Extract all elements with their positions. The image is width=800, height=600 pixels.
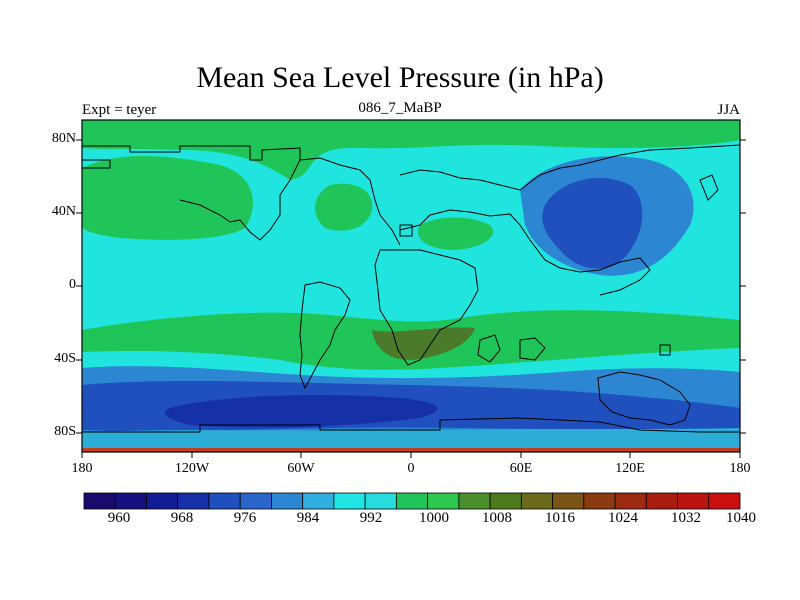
colorbar-swatch: [114, 492, 147, 510]
eurasia-north-coast: [399, 144, 740, 191]
lon-label-180e: 180: [729, 461, 751, 476]
colorbar-swatch: [364, 492, 397, 510]
colorbar-swatch: [427, 492, 460, 510]
colorbar-label-1032: 1032: [671, 510, 701, 526]
colorbar-swatch: [552, 492, 585, 510]
run-label: 086_7_MaBP: [358, 100, 442, 116]
colorbar-swatch: [708, 492, 741, 510]
lat-label-80n: 80N: [51, 131, 76, 146]
lon-label-60w: 60W: [287, 461, 315, 476]
region-southern-trough-core: [165, 395, 438, 428]
lat-label-40n: 40N: [51, 204, 76, 219]
colorbar-label-1016: 1016: [545, 510, 575, 526]
australia-coast: [597, 371, 691, 426]
region-north-pacific-high: [82, 155, 253, 240]
colorbar-label-960: 960: [107, 510, 131, 526]
colorbar-label-1040: 1040: [726, 510, 756, 526]
colorbar-label-984: 984: [296, 510, 320, 526]
colorbar-swatch: [177, 492, 210, 510]
black-sea-coast: [399, 224, 413, 237]
colorbar-swatch: [677, 492, 710, 510]
colorbar: [83, 492, 741, 510]
region-mediterranean-high: [418, 217, 494, 250]
colorbar-swatch: [333, 492, 366, 510]
colorbar-label-1008: 1008: [482, 510, 512, 526]
colorbar-label-976: 976: [233, 510, 257, 526]
coastlines: [82, 144, 740, 433]
experiment-label: Expt = teyer: [82, 102, 157, 118]
alaska-coast: [82, 159, 111, 169]
plot-title: Mean Sea Level Pressure (in hPa): [196, 61, 604, 94]
southern-africa-detail: [477, 334, 501, 363]
africa-coast: [374, 249, 479, 366]
polar-edge: [82, 448, 740, 452]
colorbar-swatch: [271, 492, 304, 510]
antarctica-coast: [82, 417, 740, 433]
colorbar-label-992: 992: [359, 510, 383, 526]
lon-label-180w: 180: [71, 461, 93, 476]
region-north-atlantic-high: [314, 183, 373, 231]
region-southern-africa-high: [372, 327, 475, 360]
colorbar-label-1024: 1024: [608, 510, 638, 526]
season-label: JJA: [717, 102, 740, 118]
eurasia-south-coast: [399, 209, 651, 296]
colorbar-swatch: [239, 492, 272, 510]
region-asian-low-core: [542, 177, 643, 269]
colorbar-swatch: [614, 492, 647, 510]
colorbar-swatch: [458, 492, 491, 510]
greenland-atlantic-coast: [299, 157, 401, 246]
colorbar-swatch: [302, 492, 335, 510]
tick-marks: [76, 139, 746, 458]
lon-label-120w: 120W: [174, 461, 210, 476]
colorbar-swatch: [520, 492, 553, 510]
lat-label-eq: 0: [69, 277, 76, 292]
colorbar-swatch: [489, 492, 522, 510]
colorbar-swatch: [645, 492, 678, 510]
region-antarctic-margin: [82, 428, 740, 452]
colorbar-swatch: [208, 492, 241, 510]
colorbar-label-1000: 1000: [419, 510, 449, 526]
colorbar-swatch: [83, 492, 116, 510]
colorbar-swatch: [146, 492, 179, 510]
japan-coast: [699, 174, 719, 201]
new-guinea-coast: [659, 344, 671, 356]
lon-label-120e: 120E: [615, 461, 645, 476]
madagascar-coast: [519, 337, 546, 361]
north-america-coast: [82, 145, 301, 241]
colorbar-label-968: 968: [170, 510, 194, 526]
lat-label-40s: 40S: [54, 351, 76, 366]
colorbar-swatch: [395, 492, 429, 510]
south-america-coast: [299, 281, 351, 390]
lon-label-60e: 60E: [509, 461, 533, 476]
region-arctic-band: [82, 120, 740, 180]
colorbar-swatch: [583, 492, 616, 510]
lat-label-80s: 80S: [54, 424, 76, 439]
lon-label-0: 0: [407, 461, 415, 476]
